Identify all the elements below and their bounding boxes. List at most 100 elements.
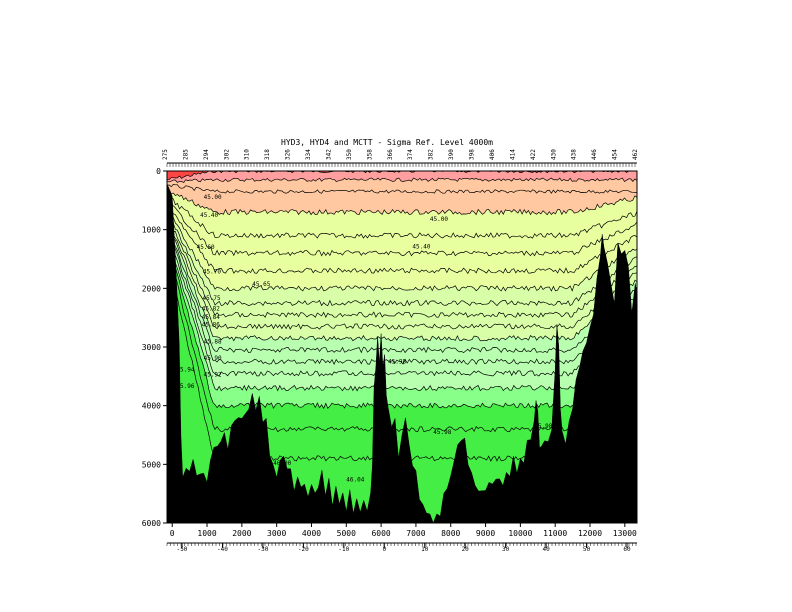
color-band xyxy=(167,229,637,391)
contour-label: 45.60 xyxy=(197,244,215,251)
contour-label: 45.84 xyxy=(202,314,220,321)
distance-tick-label: 3000 xyxy=(267,529,286,538)
station-label: 294 xyxy=(203,149,210,160)
depth-tick-label: 5000 xyxy=(142,460,161,469)
station-label: 285 xyxy=(182,149,189,160)
depth-tick-label: 1000 xyxy=(142,226,161,235)
depth-axis: 0 1000 2000 3000 4000 5000 6000 xyxy=(142,167,167,528)
depth-tick-label: 3000 xyxy=(142,343,161,352)
depth-tick-label: 2000 xyxy=(142,284,161,293)
color-band xyxy=(167,171,637,180)
bathymetry xyxy=(167,183,637,523)
secondary-tick-label: -20 xyxy=(298,546,309,553)
distance-tick-label: 6000 xyxy=(371,529,390,538)
station-label: 438 xyxy=(571,149,578,160)
contour-label: 45.40 xyxy=(412,243,430,250)
contour-line xyxy=(167,217,637,330)
secondary-tick-label: 50 xyxy=(583,546,591,553)
secondary-tick-label: 60 xyxy=(623,546,631,553)
distance-tick-label: 7000 xyxy=(406,529,425,538)
contour-line xyxy=(167,184,637,194)
secondary-tick-label: 30 xyxy=(502,546,510,553)
contour-label: 45.65 xyxy=(252,281,270,288)
station-label: 398 xyxy=(469,149,476,160)
station-label: 318 xyxy=(264,149,271,160)
contour-line xyxy=(167,213,637,307)
contour-label: 45.96 xyxy=(176,383,194,390)
color-band xyxy=(167,189,637,239)
contour-label: 45.92 xyxy=(204,371,222,378)
station-label: 275 xyxy=(162,149,169,160)
color-band xyxy=(167,205,637,291)
color-band xyxy=(167,200,637,274)
station-label: 446 xyxy=(591,149,598,160)
contour-label: 45.00 xyxy=(204,194,222,201)
distance-tick-label: 13000 xyxy=(613,529,637,538)
contour-label: 45.94 xyxy=(176,367,194,374)
distance-tick-label: 0 xyxy=(170,529,175,538)
station-label: 302 xyxy=(223,149,230,160)
contour-line xyxy=(167,222,637,342)
secondary-tick-label: 0 xyxy=(382,546,386,553)
distance-tick-label: 5000 xyxy=(337,529,356,538)
color-band xyxy=(167,213,637,330)
distance-tick-label: 4000 xyxy=(302,529,321,538)
contour-label: 45.88 xyxy=(204,339,222,346)
color-band xyxy=(167,213,637,318)
secondary-tick-label: 20 xyxy=(462,546,470,553)
station-label: 358 xyxy=(366,149,373,160)
contour-line xyxy=(167,177,637,184)
color-band xyxy=(167,217,637,341)
distance-tick-label: 2000 xyxy=(232,529,251,538)
contour-label: 45.82 xyxy=(202,306,220,313)
color-band xyxy=(167,236,637,432)
distance-tick-label: 8000 xyxy=(441,529,460,538)
station-label: 414 xyxy=(509,149,516,160)
station-label: 326 xyxy=(285,149,292,160)
station-label: 462 xyxy=(632,149,639,160)
color-band xyxy=(167,232,637,409)
color-band xyxy=(167,242,637,462)
distance-tick-label: 9000 xyxy=(476,529,495,538)
chart-title: HYD3, HYD4 and MCTT - Sigma Ref. Level 4… xyxy=(281,138,493,147)
distance-axis: 0 1000 2000 3000 4000 5000 6000 7000 8000 9000 100… xyxy=(170,523,637,538)
distance-tick-label: 12000 xyxy=(578,529,602,538)
secondary-tick-label: -30 xyxy=(257,546,268,553)
depth-tick-label: 6000 xyxy=(142,519,161,528)
contour-line xyxy=(167,200,637,257)
color-band xyxy=(167,178,637,194)
station-label: 366 xyxy=(387,149,394,160)
contour-line xyxy=(167,188,637,216)
distance-tick-label: 1000 xyxy=(197,529,216,538)
station-label: 390 xyxy=(448,149,455,160)
station-label: 342 xyxy=(326,149,333,160)
contour-label: 45.90 xyxy=(204,355,222,362)
contour-line xyxy=(167,207,637,292)
contour-line xyxy=(167,193,637,239)
depth-tick-label: 0 xyxy=(156,167,161,176)
contour-label: 45.98 xyxy=(534,423,552,430)
secondary-tick-label: -40 xyxy=(217,546,228,553)
station-label: 334 xyxy=(305,149,312,160)
contour-label: 45.00 xyxy=(430,216,448,223)
secondary-tick-label: -50 xyxy=(177,546,188,553)
station-label: 350 xyxy=(346,149,353,160)
secondary-axis: -50 -40 -30 -20 -10 0 10 20 30 40 50 60 xyxy=(166,542,637,553)
station-label: 382 xyxy=(428,149,435,160)
color-band xyxy=(167,171,637,183)
color-band xyxy=(167,224,637,365)
station-ticks: 275 285 294 302 310 318 326 334 342 350 358 366 374 3… xyxy=(162,149,639,167)
contour-line xyxy=(167,204,637,275)
distance-tick-label: 10000 xyxy=(508,529,532,538)
color-band xyxy=(167,207,637,306)
seafloor xyxy=(167,183,637,523)
secondary-tick-label: 40 xyxy=(542,546,550,553)
contour-label: 46.04 xyxy=(346,476,364,483)
contour-line xyxy=(167,213,637,319)
contour-labels: 45.00 45.40 45.40 45.00 45.60 45.65 45.70 45.75… xyxy=(176,194,615,483)
depth-tick-label: 4000 xyxy=(142,402,161,411)
secondary-tick-label: -10 xyxy=(338,546,349,553)
contour-label: 45.70 xyxy=(203,269,221,276)
secondary-tick-label: 10 xyxy=(421,546,429,553)
